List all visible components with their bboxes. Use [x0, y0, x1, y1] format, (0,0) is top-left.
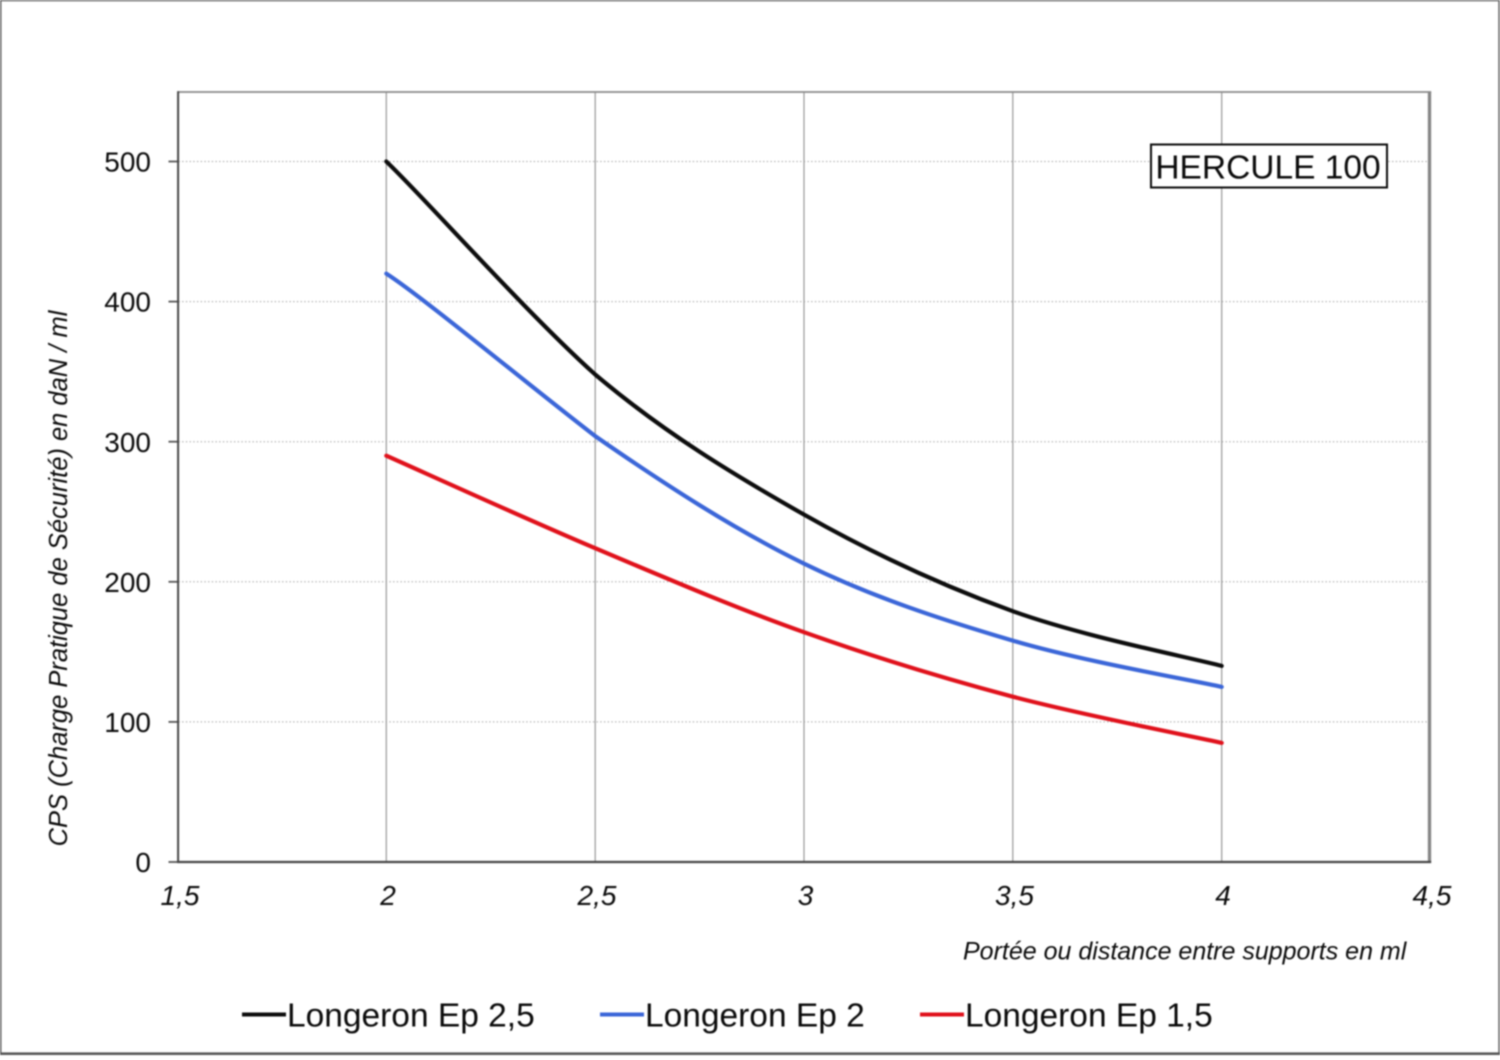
- svg-text:HERCULE 100: HERCULE 100: [1155, 150, 1380, 187]
- svg-text:0: 0: [135, 847, 151, 878]
- svg-text:Longeron Ep 1,5: Longeron Ep 1,5: [965, 998, 1213, 1035]
- svg-text:Longeron Ep 2: Longeron Ep 2: [645, 998, 865, 1035]
- svg-text:1,5: 1,5: [161, 880, 200, 911]
- svg-text:4,5: 4,5: [1413, 880, 1452, 911]
- svg-text:3,5: 3,5: [995, 880, 1034, 911]
- svg-text:4: 4: [1215, 880, 1231, 911]
- svg-text:300: 300: [104, 427, 151, 458]
- svg-text:500: 500: [104, 147, 151, 178]
- svg-text:400: 400: [104, 287, 151, 318]
- svg-text:2,5: 2,5: [577, 880, 617, 911]
- svg-text:Longeron Ep 2,5: Longeron Ep 2,5: [287, 998, 535, 1035]
- svg-text:Portée ou distance entre suppo: Portée ou distance entre supports en ml: [963, 938, 1408, 966]
- svg-text:2: 2: [379, 880, 396, 911]
- svg-text:CPS (Charge Pratique de Sécuri: CPS (Charge Pratique de Sécurité) en daN…: [45, 309, 73, 846]
- svg-text:3: 3: [798, 880, 814, 911]
- svg-text:100: 100: [104, 707, 151, 738]
- svg-text:200: 200: [104, 567, 151, 598]
